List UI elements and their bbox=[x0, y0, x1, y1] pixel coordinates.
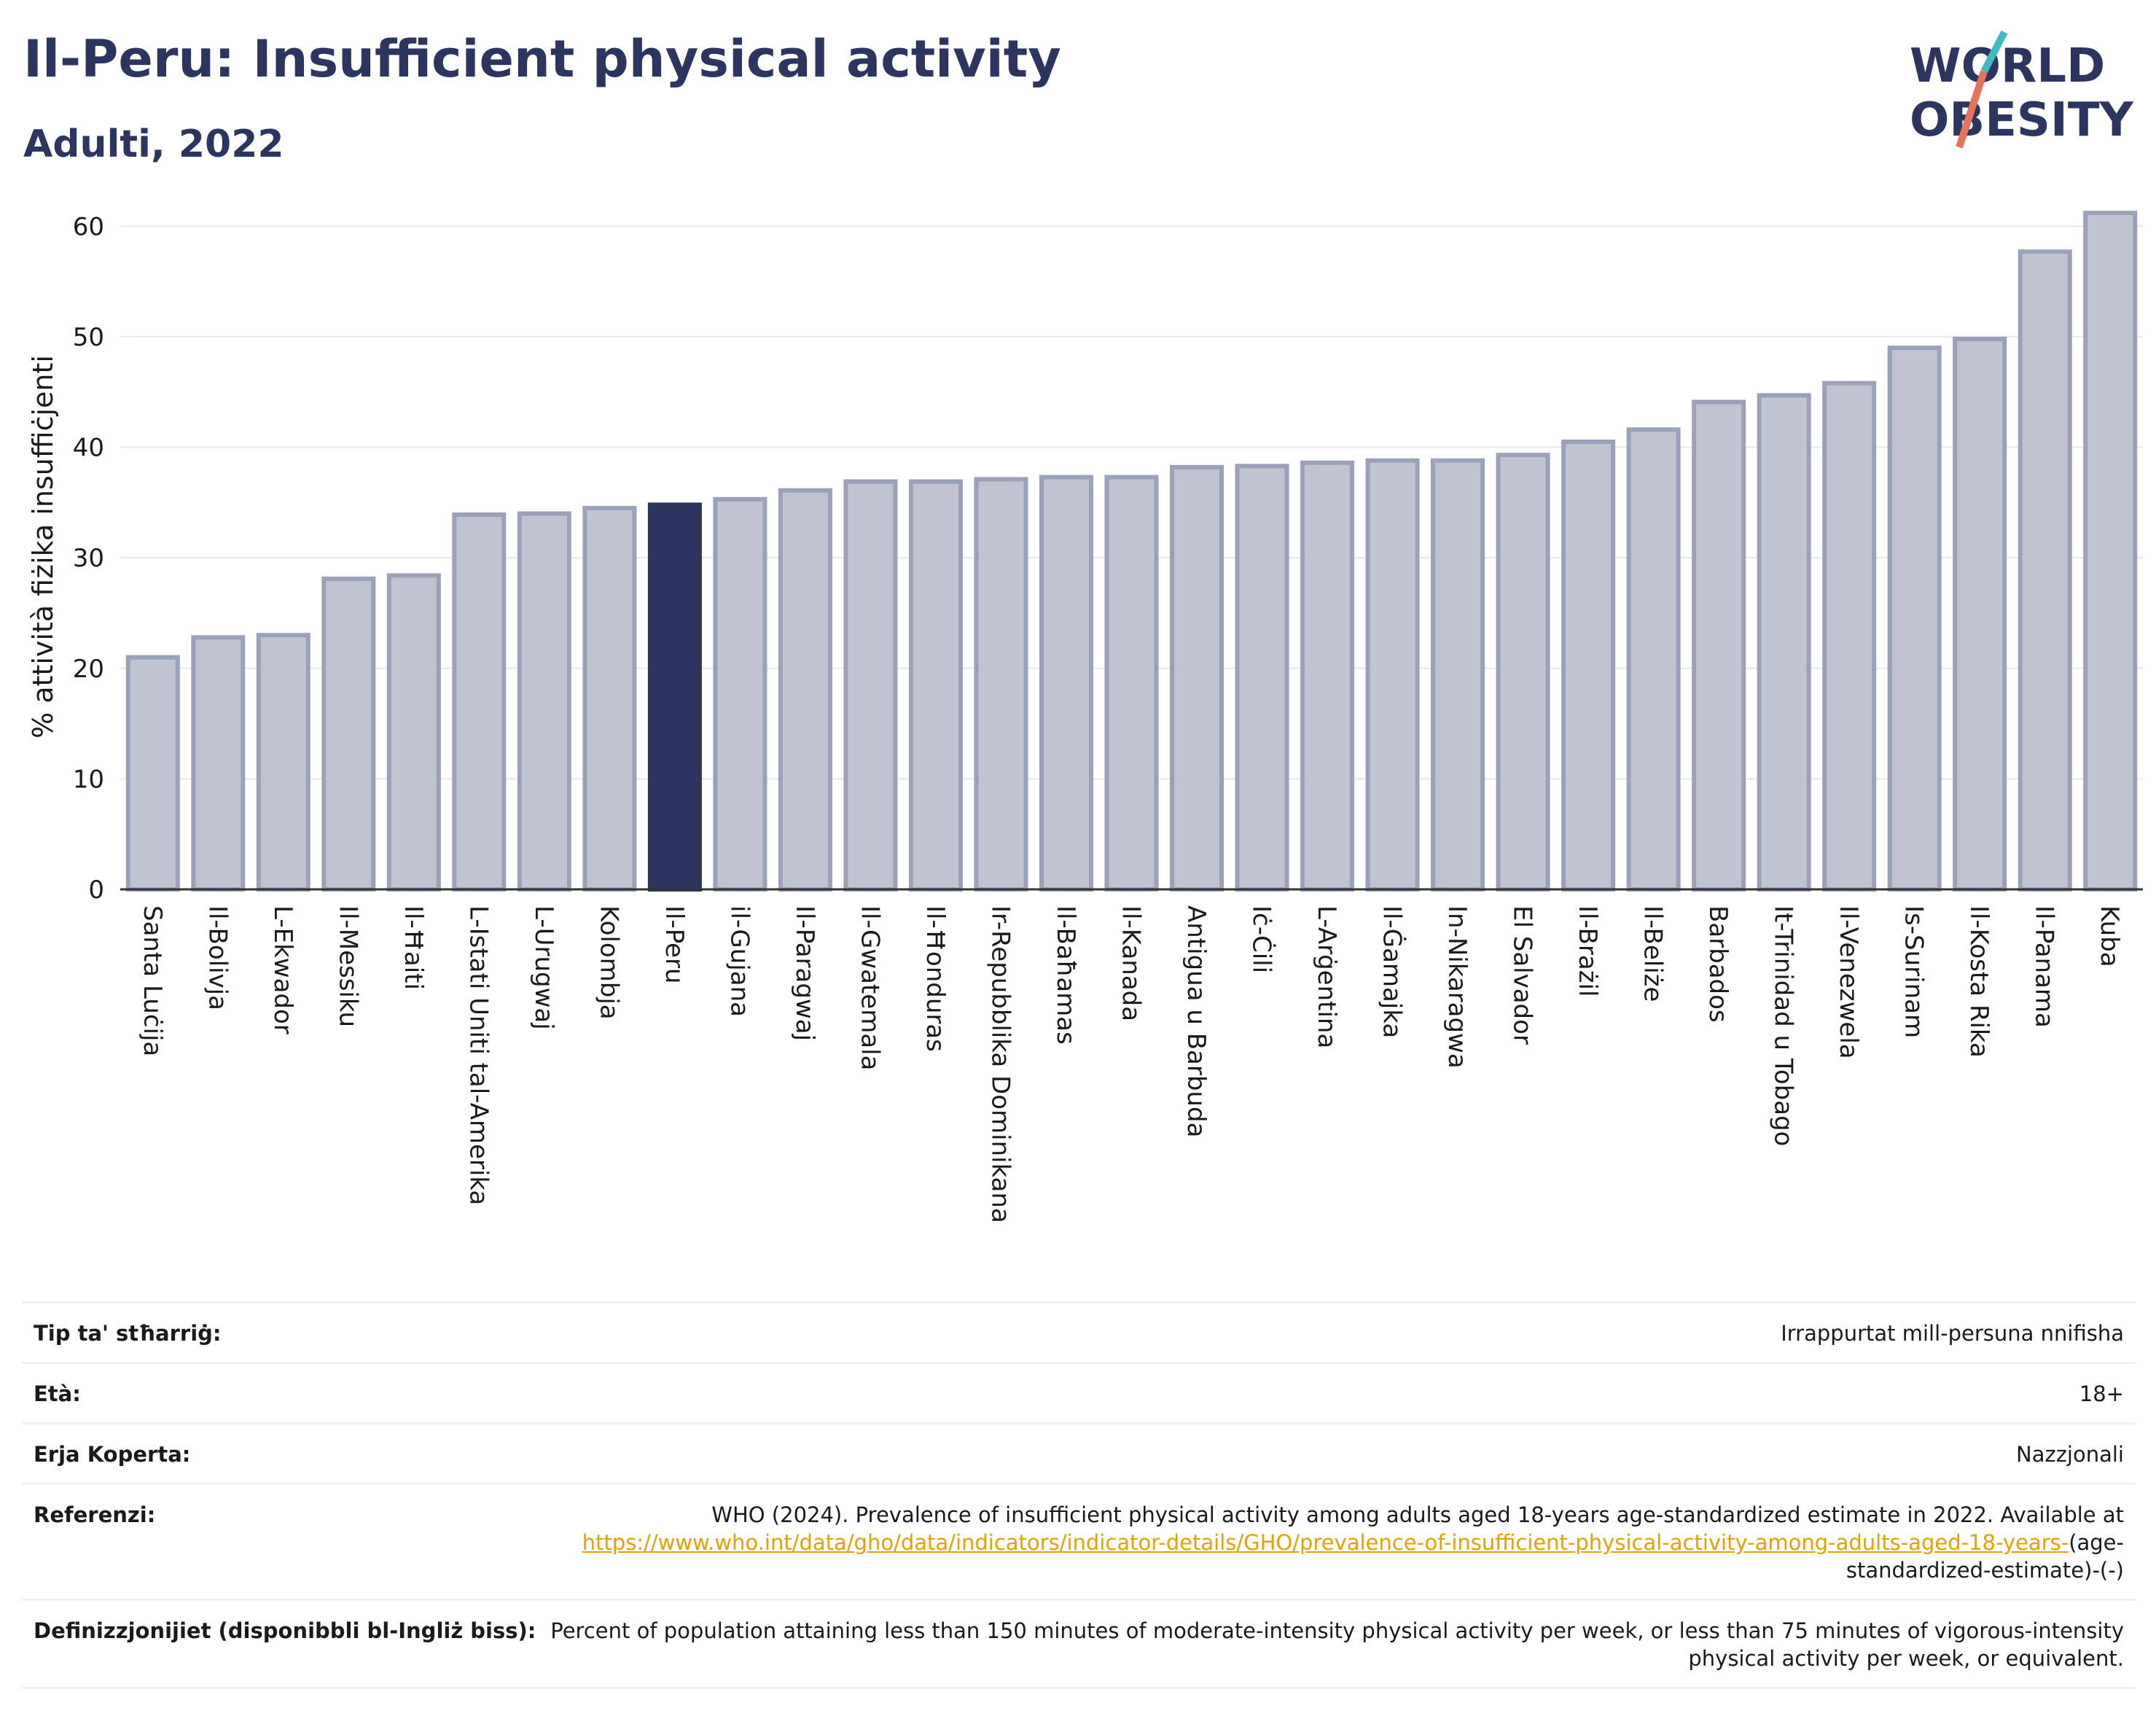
metadata-row: Erja Koperta: Nazzjonali bbox=[22, 1422, 2136, 1483]
bar[interactable] bbox=[974, 477, 1028, 892]
x-tick-label: Il-Paragwaj bbox=[790, 905, 819, 1041]
x-tick-label: Il-Venezwela bbox=[1834, 905, 1863, 1059]
bar[interactable] bbox=[1692, 399, 1746, 892]
x-tick-label: Ir-Repubblika Dominikana bbox=[985, 905, 1015, 1223]
x-tick-label: Il-Kosta Rika bbox=[1964, 905, 1993, 1058]
metadata-row: Definizzjonijiet (disponibbli bl-Ingliż … bbox=[22, 1599, 2136, 1689]
logo-slash-teal bbox=[1980, 30, 2008, 74]
x-tick-label: L-Arġentina bbox=[1312, 905, 1341, 1048]
x-tick-label: il-Gujana bbox=[724, 905, 754, 1017]
bar[interactable] bbox=[1757, 393, 1811, 892]
bar[interactable] bbox=[386, 573, 441, 892]
x-tick-label: Il-Brażil bbox=[1573, 905, 1602, 997]
bar[interactable] bbox=[1039, 475, 1094, 892]
metadata-row: Referenzi: WHO (2024). Prevalence of insu… bbox=[22, 1483, 2136, 1599]
bar[interactable] bbox=[1235, 464, 1289, 892]
bar[interactable] bbox=[452, 512, 507, 892]
bar[interactable] bbox=[125, 655, 180, 892]
metadata-label: Tip ta' stħarriġ: bbox=[34, 1321, 222, 1346]
metadata-value: Nazzjonali bbox=[2016, 1442, 2124, 1467]
metadata-label: Erja Koperta: bbox=[34, 1442, 191, 1467]
x-tick-label: Il-Kanada bbox=[1117, 905, 1146, 1021]
bar[interactable] bbox=[1561, 439, 1616, 892]
bar[interactable] bbox=[1953, 336, 2007, 892]
logo-line2: OBESITY bbox=[1910, 93, 2133, 147]
metadata-label: Definizzjonijiet (disponibbli bl-Ingliż … bbox=[34, 1618, 536, 1643]
bar[interactable] bbox=[1887, 346, 1942, 892]
bar[interactable] bbox=[1626, 427, 1681, 892]
x-tick-label: Barbados bbox=[1703, 905, 1733, 1023]
metadata-value: 18+ bbox=[2079, 1381, 2124, 1406]
bar[interactable] bbox=[2083, 211, 2138, 892]
metadata-row: Età: 18+ bbox=[22, 1362, 2136, 1422]
logo-line1: WORLD bbox=[1910, 39, 2105, 93]
bar[interactable] bbox=[1431, 458, 1485, 892]
bar[interactable] bbox=[713, 496, 768, 892]
bar[interactable] bbox=[908, 479, 963, 892]
x-tick-label: Il-Peru bbox=[660, 905, 689, 983]
bar[interactable] bbox=[1300, 460, 1355, 892]
bar[interactable] bbox=[321, 576, 376, 892]
y-tick-label: 10 bbox=[73, 765, 104, 794]
metadata-label: Referenzi: bbox=[34, 1502, 156, 1527]
x-tick-label: Il-Baħamas bbox=[1051, 905, 1080, 1045]
x-tick-label: Il-Ħaiti bbox=[399, 905, 428, 990]
x-tick-label: L-Urugwaj bbox=[529, 905, 558, 1030]
x-tick-label: Santa Luċija bbox=[138, 905, 167, 1056]
y-tick-label: 0 bbox=[88, 876, 104, 905]
bar[interactable] bbox=[191, 635, 246, 892]
x-tick-label: El Salvador bbox=[1508, 905, 1537, 1045]
x-tick-label: Iċ-Ċili bbox=[1247, 905, 1277, 973]
metadata-label: Età: bbox=[34, 1381, 81, 1406]
x-tick-label: Il-Messiku bbox=[333, 905, 362, 1027]
x-tick-label: Il-Gwatemala bbox=[855, 905, 884, 1070]
bar-chart: 0 10 20 30 40 50 60 % attività fiżika insuffiċj… bbox=[27, 211, 2143, 1223]
bar[interactable] bbox=[256, 633, 310, 892]
bar[interactable] bbox=[778, 488, 832, 892]
x-tick-label: Is-Surinam bbox=[1899, 905, 1929, 1038]
y-tick-label: 20 bbox=[73, 655, 104, 684]
bar[interactable] bbox=[843, 479, 898, 892]
y-axis-label: % attività fiżika insuffiċjenti bbox=[27, 355, 59, 738]
bar[interactable] bbox=[647, 502, 702, 892]
x-tick-label: It-Trinidad u Tobago bbox=[1769, 905, 1798, 1146]
x-tick-label: Il-Ħonduras bbox=[921, 905, 950, 1052]
x-tick-label: Il-Beliże bbox=[1639, 905, 1668, 1002]
bar[interactable] bbox=[1170, 464, 1225, 892]
x-tick-label: In-Nikaragwa bbox=[1442, 905, 1472, 1069]
x-tick-label: L-Istati Uniti tal-Amerika bbox=[464, 905, 493, 1205]
y-tick-label: 40 bbox=[73, 434, 104, 463]
reference-link[interactable]: https://www.who.int/data/gho/data/indica… bbox=[582, 1530, 2069, 1555]
bar[interactable] bbox=[517, 511, 571, 892]
x-tick-label: Antigua u Barbuda bbox=[1181, 905, 1211, 1137]
x-tick-label: Kolombja bbox=[594, 905, 623, 1020]
bar[interactable] bbox=[1822, 381, 1877, 892]
metadata-table: Tip ta' stħarriġ: Irrappurtat mill-persun… bbox=[22, 1301, 2136, 1689]
chart-title: Il-Peru: Insufficient physical activity bbox=[23, 29, 1061, 89]
x-tick-label: L-Ekwador bbox=[268, 905, 297, 1034]
y-tick-label: 50 bbox=[73, 323, 104, 352]
y-tick-label: 60 bbox=[73, 212, 104, 241]
bar[interactable] bbox=[1104, 475, 1159, 892]
x-tick-label: Il-Bolivja bbox=[203, 905, 232, 1010]
metadata-row: Tip ta' stħarriġ: Irrappurtat mill-persun… bbox=[22, 1301, 2136, 1362]
bar[interactable] bbox=[1496, 453, 1550, 892]
x-tick-label: Il-Panama bbox=[2030, 905, 2059, 1028]
x-tick-label: Kuba bbox=[2095, 905, 2124, 967]
y-tick-label: 30 bbox=[73, 544, 104, 573]
bar[interactable] bbox=[582, 505, 637, 892]
world-obesity-logo: WORLD OBESITY bbox=[1910, 30, 2133, 149]
bar[interactable] bbox=[2018, 249, 2072, 892]
x-tick-label: Il-Ġamajka bbox=[1378, 905, 1407, 1038]
metadata-value: Percent of population attaining less tha… bbox=[550, 1618, 2124, 1671]
bar[interactable] bbox=[1365, 458, 1420, 892]
metadata-value: Irrappurtat mill-persuna nnifisha bbox=[1781, 1321, 2124, 1346]
chart-subtitle: Adulti, 2022 bbox=[23, 122, 284, 166]
metadata-value: WHO (2024). Prevalence of insufficient p… bbox=[582, 1502, 2124, 1583]
logo-slash-coral bbox=[1956, 70, 1988, 149]
